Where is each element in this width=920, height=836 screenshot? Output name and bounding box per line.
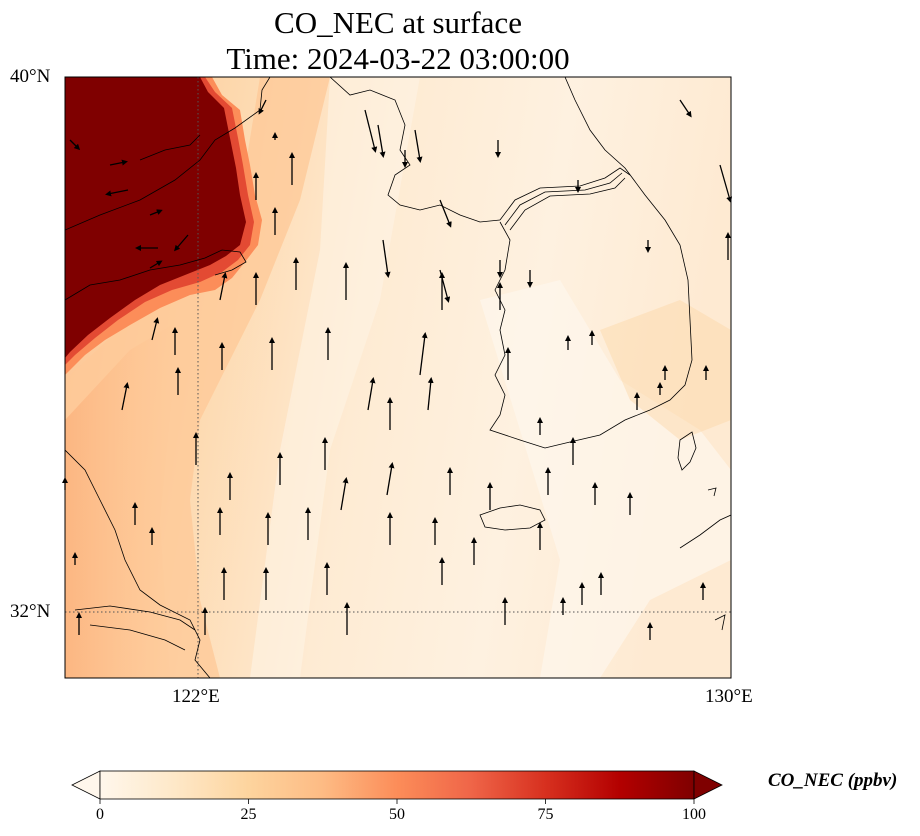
lon-tick-130: 130°E bbox=[705, 686, 753, 707]
chart-title: CO_NEC at surface bbox=[274, 5, 522, 40]
colorbar-tick-50: 50 bbox=[389, 806, 405, 823]
wind-arrow bbox=[174, 234, 189, 252]
wind-vectors bbox=[62, 99, 733, 640]
map-plot bbox=[62, 76, 733, 679]
wind-arrow bbox=[679, 99, 692, 118]
wind-arrow bbox=[105, 189, 129, 197]
wind-arrow bbox=[377, 124, 386, 158]
wind-arrow bbox=[258, 99, 267, 115]
wind-arrow bbox=[367, 377, 376, 411]
lat-tick-40: 40°N bbox=[10, 66, 51, 87]
wind-arrow bbox=[386, 462, 395, 496]
wind-arrow bbox=[419, 332, 428, 376]
colorbar-tick-100: 100 bbox=[682, 806, 706, 823]
wind-arrow bbox=[219, 272, 228, 301]
lon-tick-122: 122°E bbox=[172, 686, 220, 707]
wind-arrow bbox=[382, 239, 391, 278]
map-frame bbox=[64, 76, 732, 679]
wind-arrow bbox=[340, 477, 349, 511]
chart-subtitle: Time: 2024-03-22 03:00:00 bbox=[226, 41, 570, 76]
wind-arrow bbox=[149, 260, 163, 269]
lat-tick-32: 32°N bbox=[10, 601, 51, 622]
wind-arrow bbox=[414, 129, 423, 163]
wind-arrow bbox=[109, 159, 128, 166]
wind-arrow bbox=[719, 164, 733, 203]
wind-arrow bbox=[151, 317, 160, 341]
colorbar-label: CO_NEC (ppbv) bbox=[768, 770, 898, 791]
wind-arrow bbox=[69, 139, 81, 151]
colorbar-extend-low bbox=[71, 770, 101, 800]
colorbar-tick-75: 75 bbox=[537, 806, 554, 823]
wind-arrow bbox=[149, 209, 163, 216]
wind-arrow bbox=[427, 377, 434, 411]
wind-arrow bbox=[364, 109, 378, 153]
colorbar-extend-high bbox=[693, 770, 723, 800]
colorbar-tick-25: 25 bbox=[240, 806, 257, 823]
colorbar-gradient bbox=[99, 770, 695, 800]
colorbar-tick-0: 0 bbox=[96, 806, 104, 823]
coastlines bbox=[65, 77, 731, 678]
gridlines bbox=[65, 77, 731, 678]
wind-arrow bbox=[121, 382, 130, 411]
wind-arrow bbox=[439, 199, 452, 228]
